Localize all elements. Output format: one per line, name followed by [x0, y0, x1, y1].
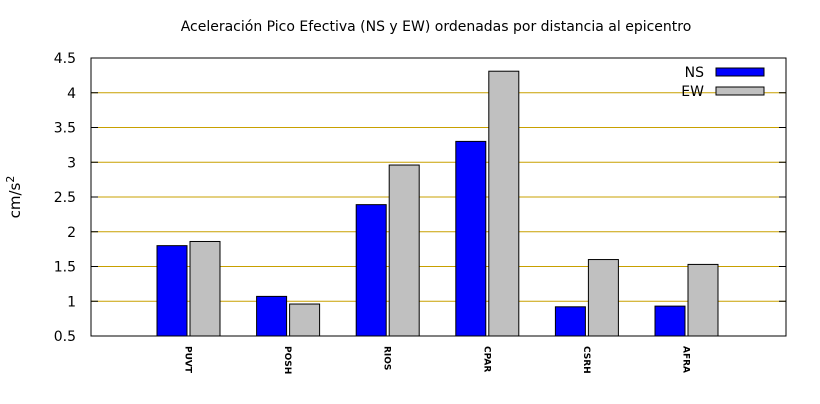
legend-swatch-ns	[715, 67, 765, 77]
bar-ew-csrh	[587, 259, 619, 337]
y-tick-label: 3	[67, 155, 76, 171]
y-tick-label: 1	[67, 294, 76, 310]
x-category-label: PUVT	[183, 346, 193, 374]
y-tick-label: 2	[67, 225, 76, 241]
y-tick-label: 3.5	[54, 121, 76, 137]
bar-ns-posh	[256, 295, 288, 337]
bar-ew-afra	[687, 263, 719, 337]
legend: NS EW	[681, 65, 765, 100]
y-tick-label: 0.5	[54, 329, 76, 345]
bar-ns-puvt	[156, 245, 188, 337]
x-category-label: CSRH	[581, 346, 591, 374]
legend-label-ew: EW	[681, 84, 704, 100]
bar-ew-cpar	[488, 70, 520, 337]
bar-ns-csrh	[554, 306, 586, 337]
legend-swatch-ew	[715, 86, 765, 96]
y-tick-label: 2.5	[54, 190, 76, 206]
y-axis-label-exponent: 2	[4, 176, 17, 183]
bar-ew-posh	[289, 303, 321, 337]
bar-ns-cpar	[455, 140, 487, 337]
x-category-label: POSH	[282, 346, 292, 374]
x-category-label: AFRA	[681, 346, 691, 373]
legend-label-ns: NS	[685, 65, 704, 81]
bar-ew-rios	[388, 164, 420, 337]
bar-ew-puvt	[189, 240, 221, 337]
x-axis-categories: PUVT POSH RIOS CPAR CSRH AFRA	[183, 346, 691, 374]
x-category-label: RIOS	[382, 346, 392, 370]
x-category-label: CPAR	[481, 346, 491, 372]
y-axis-label-unit: cm/s	[6, 182, 24, 218]
bar-ns-afra	[654, 305, 686, 337]
bars	[156, 70, 719, 337]
chart-title: Aceleración Pico Efectiva (NS y EW) orde…	[181, 19, 692, 35]
y-axis-ticks: 0.5 1 1.5 2 2.5 3 3.5 4 4.5	[54, 51, 786, 345]
y-tick-label: 4	[67, 86, 76, 102]
bar-ns-rios	[355, 204, 387, 337]
y-axis-label: cm/s2	[4, 176, 24, 219]
y-tick-label: 4.5	[54, 51, 76, 67]
y-tick-label: 1.5	[54, 260, 76, 276]
